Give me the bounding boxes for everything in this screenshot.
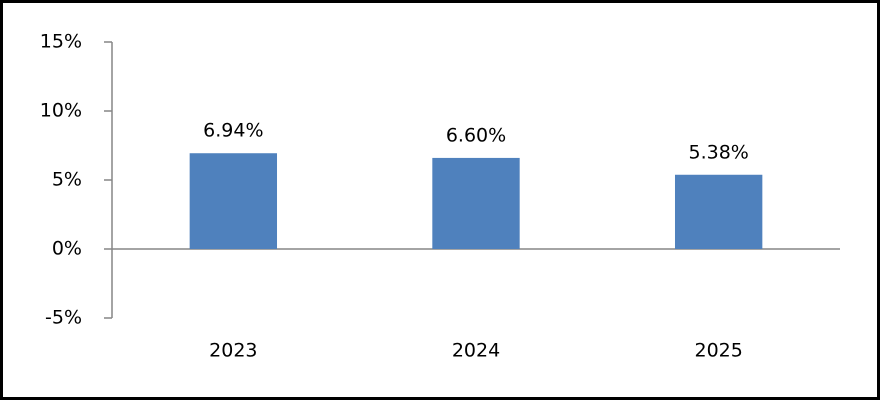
- x-tick-label: 2024: [452, 340, 500, 362]
- y-tick-label: 0%: [52, 238, 82, 260]
- bar: [189, 153, 278, 249]
- data-label: 6.94%: [203, 120, 263, 142]
- bar: [432, 157, 520, 249]
- x-tick-label: 2023: [209, 340, 257, 362]
- y-tick-label: 15%: [40, 31, 82, 53]
- x-tick-label: 2025: [694, 340, 742, 362]
- data-label: 6.60%: [446, 124, 506, 146]
- bar: [674, 174, 763, 249]
- y-tick-label: 10%: [40, 100, 82, 122]
- y-tick-label: 5%: [52, 169, 82, 191]
- data-label: 5.38%: [688, 141, 748, 163]
- y-tick-label: -5%: [45, 307, 82, 329]
